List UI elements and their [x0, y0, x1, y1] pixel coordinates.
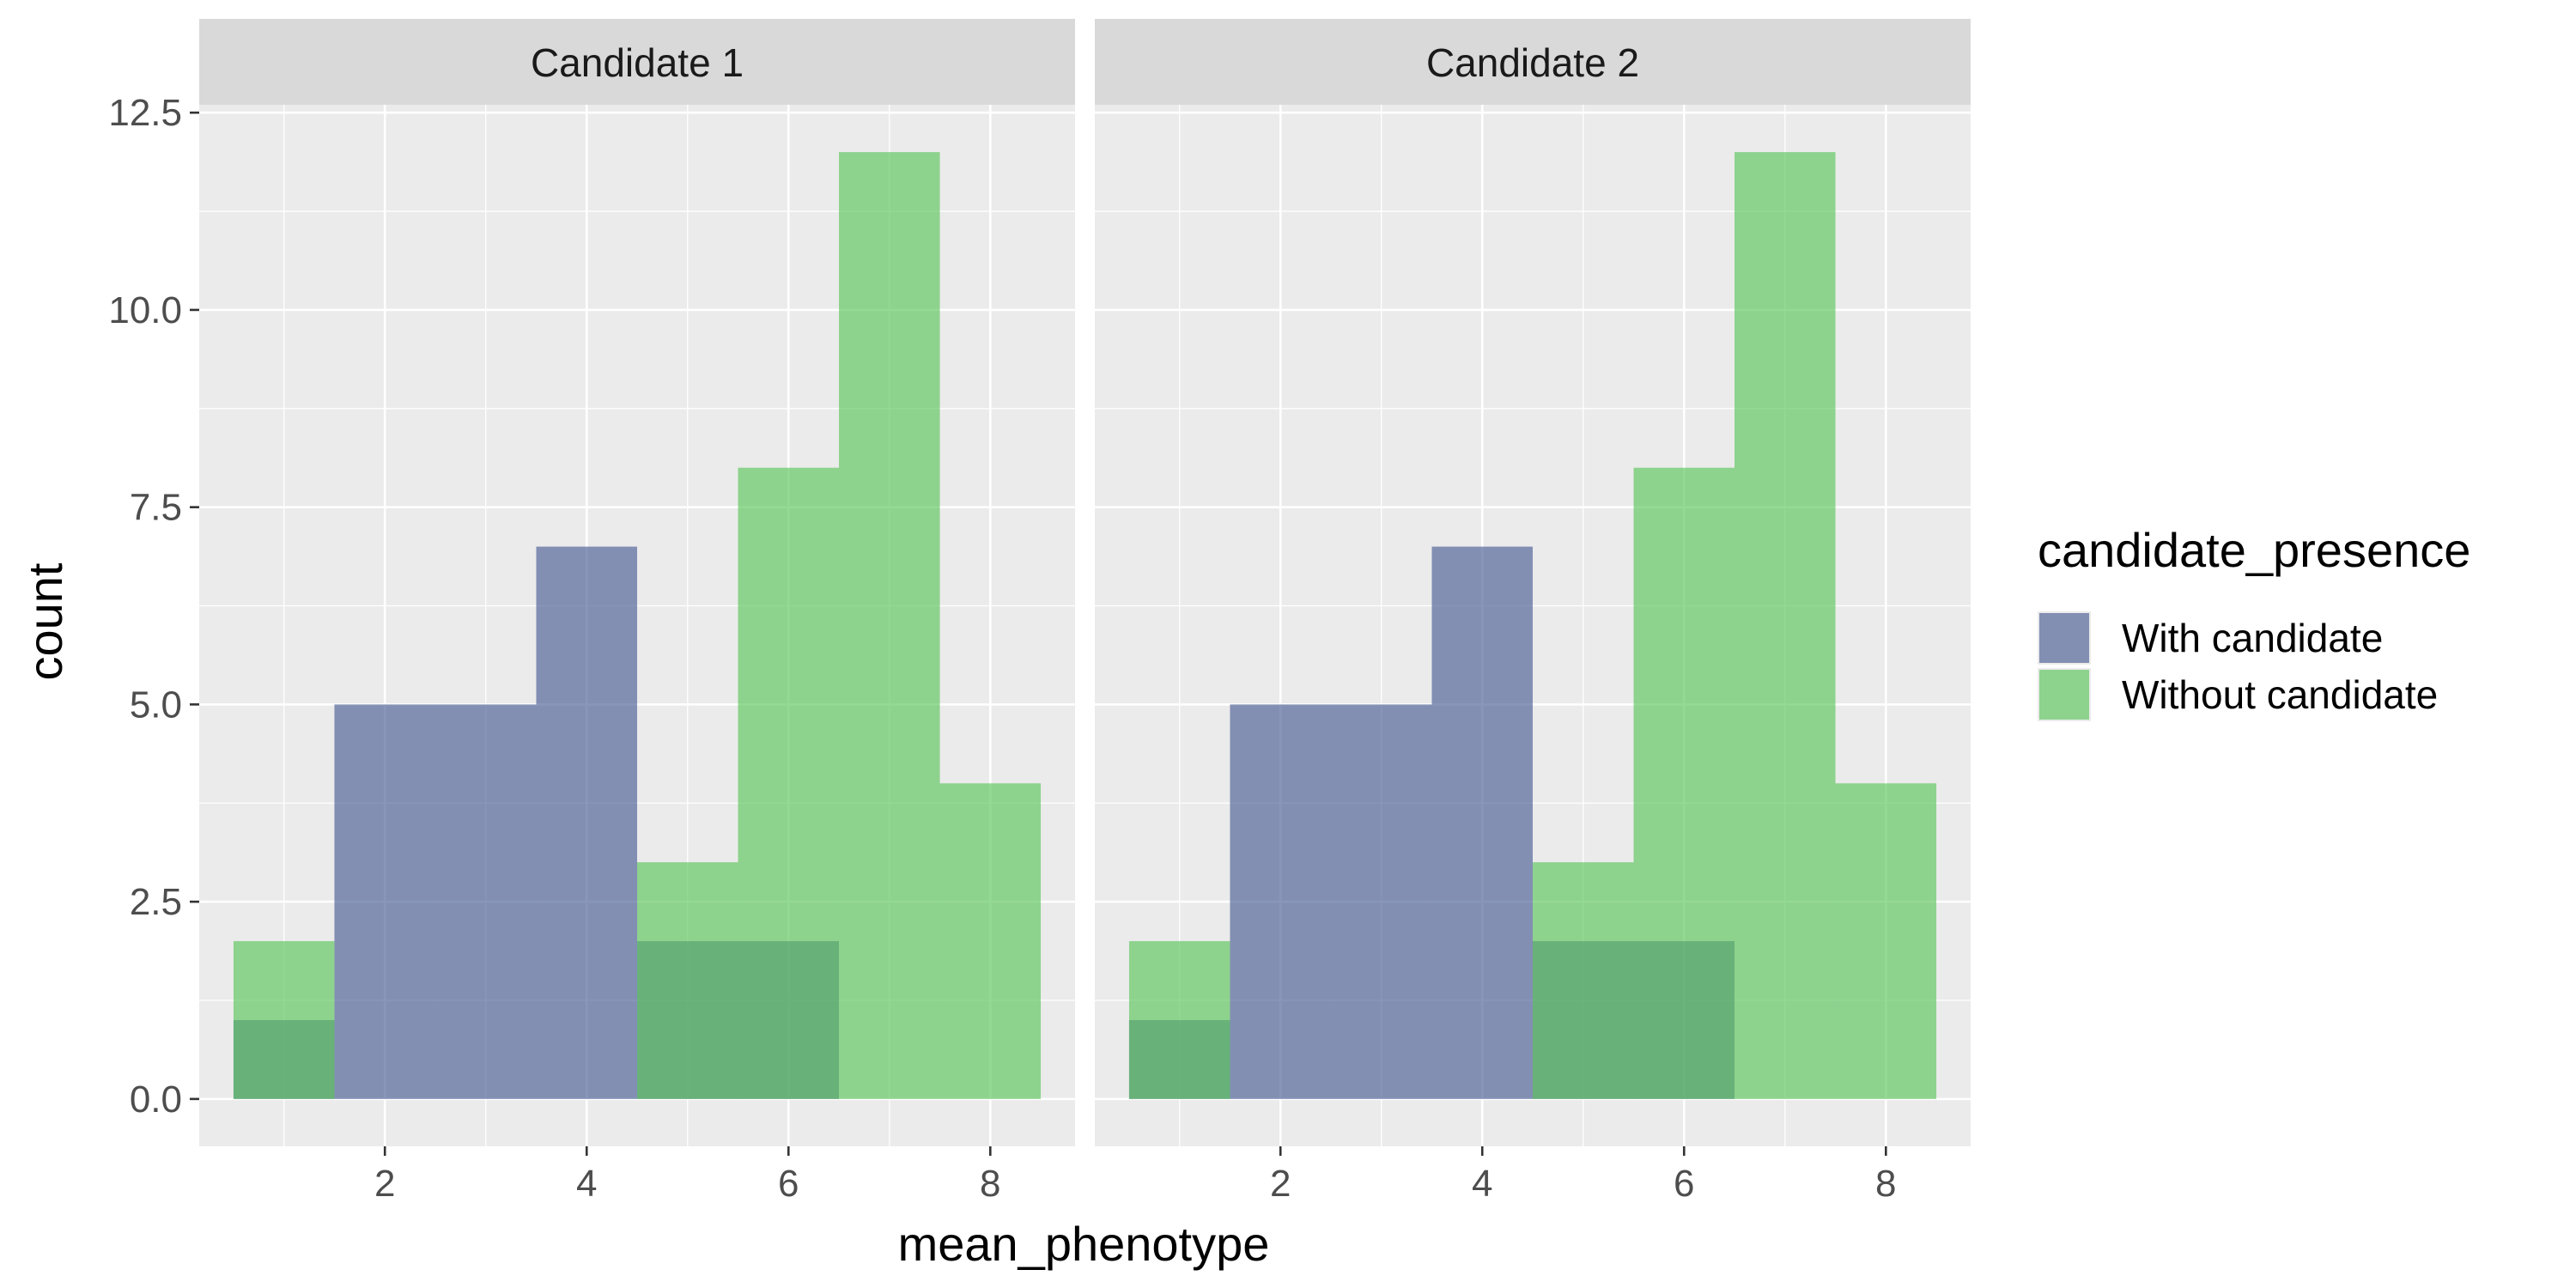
x-tick-label: 6	[1674, 1163, 1694, 1205]
facet-strip-label: Candidate 1	[531, 40, 744, 85]
series-without-candidate	[1128, 152, 1937, 1099]
legend: candidate_presence With candidate Without…	[2038, 523, 2470, 721]
histogram-bar	[738, 467, 840, 1099]
facet-strip	[199, 19, 1075, 105]
x-tick-label: 2	[374, 1163, 395, 1205]
histogram-bar	[434, 704, 537, 1099]
histogram-bar	[1633, 467, 1735, 1099]
legend-entry-label: With candidate	[2122, 616, 2383, 660]
histogram-bar	[1128, 941, 1230, 1099]
histogram-bar	[233, 941, 335, 1099]
histogram-bar	[536, 546, 637, 1099]
facet-panel-2: Candidate 2 2 4 6 8	[1095, 19, 1971, 1205]
histogram-bar	[1431, 546, 1533, 1099]
y-tick-label: 0.0	[130, 1078, 182, 1121]
y-tick-label: 12.5	[108, 92, 182, 134]
y-axis: 0.0 2.5 5.0 7.5 10.0 12.5	[108, 92, 199, 1121]
histogram-bar	[1735, 152, 1836, 1099]
panels-layer: Candidate 1 2 4 6 8 Candidate 2 2 4 6 8	[199, 19, 1971, 1205]
y-tick-label: 5.0	[130, 683, 182, 726]
histogram-bar	[1230, 704, 1331, 1099]
legend-entry-label: Without candidate	[2122, 672, 2438, 717]
histogram-bar	[939, 783, 1042, 1099]
facet-strip	[1095, 19, 1971, 105]
facet-panel-1: Candidate 1 2 4 6 8	[199, 19, 1075, 1205]
y-tick-label: 7.5	[130, 487, 182, 529]
histogram-bar	[839, 152, 940, 1099]
histogram-bar	[1533, 862, 1634, 1099]
histogram-bar	[637, 862, 738, 1099]
histogram-bar	[1330, 704, 1432, 1099]
series-without-candidate	[233, 152, 1042, 1099]
histogram-bar	[1835, 783, 1937, 1099]
x-tick-label: 4	[576, 1163, 597, 1205]
histogram-bar	[334, 704, 435, 1099]
y-tick-label: 2.5	[130, 881, 182, 923]
legend-key-swatch	[2039, 670, 2089, 720]
x-axis-title: mean_phenotype	[898, 1217, 1270, 1271]
y-axis-title: count	[18, 562, 72, 680]
x-tick-label: 6	[778, 1163, 799, 1205]
facet-strip-label: Candidate 2	[1426, 40, 1639, 85]
x-tick-label: 8	[1875, 1163, 1896, 1205]
x-tick-label: 8	[980, 1163, 1000, 1205]
y-tick-label: 10.0	[108, 289, 182, 331]
legend-key-swatch	[2039, 613, 2089, 663]
legend-title: candidate_presence	[2038, 523, 2470, 577]
x-tick-label: 4	[1472, 1163, 1492, 1205]
x-tick-label: 2	[1270, 1163, 1291, 1205]
